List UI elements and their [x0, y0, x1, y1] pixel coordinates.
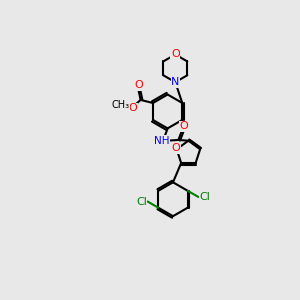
Text: O: O [172, 143, 180, 154]
Text: NH: NH [154, 136, 169, 146]
Text: O: O [134, 80, 143, 90]
Text: O: O [179, 121, 188, 131]
Text: O: O [128, 103, 137, 113]
Text: Cl: Cl [199, 192, 210, 202]
Text: O: O [171, 50, 180, 59]
Text: Cl: Cl [136, 196, 147, 206]
Text: CH₃: CH₃ [112, 100, 130, 110]
Text: N: N [171, 77, 179, 87]
